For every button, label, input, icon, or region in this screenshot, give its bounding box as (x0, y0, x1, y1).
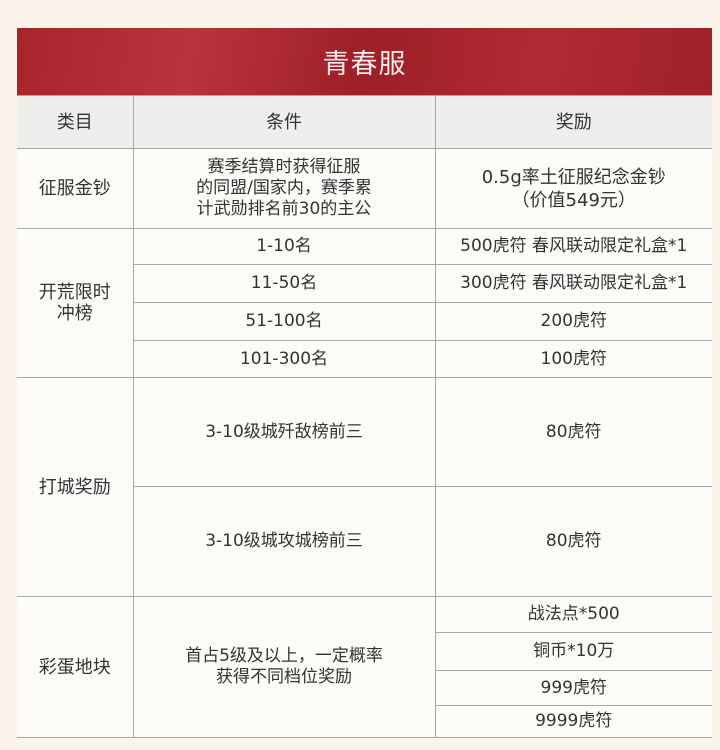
reward-cell: 200虎符 (434, 302, 712, 341)
table-row: 打城奖励 3-10级城歼敌榜前三 80虎符 (17, 377, 712, 597)
category-cell: 打城奖励 (17, 377, 134, 597)
header-condition: 条件 (132, 95, 436, 149)
table-header-row: 类目 条件 奖励 (17, 95, 712, 149)
category-cell: 彩蛋地块 (17, 596, 134, 738)
page-title: 青春服 (322, 49, 407, 80)
table-row: 11-50名 300虎符 春风联动限定礼盒*1 (17, 264, 712, 303)
reward-cell: 铜币*10万 (435, 632, 712, 671)
condition-cell: 1-10名 (132, 228, 436, 265)
reward-cell: 100虎符 (434, 340, 712, 378)
condition-line: 赛季结算时获得征服 (207, 157, 361, 177)
title-banner: 青春服 (17, 28, 712, 95)
reward-cell: 0.5g率土征服纪念金钞 （价值549元） (434, 148, 712, 229)
reward-cell: 999虎符 (435, 670, 712, 706)
reward-cell: 9999虎符 (435, 705, 712, 738)
table-row: 征服金钞 赛季结算时获得征服 的同盟/国家内，赛季累 计武勋排名前30的主公 0… (17, 148, 712, 229)
condition-cell: 赛季结算时获得征服 的同盟/国家内，赛季累 计武勋排名前30的主公 (132, 148, 436, 229)
header-reward: 奖励 (434, 95, 712, 149)
table-row: 999虎符 (17, 670, 712, 706)
condition-cell: 51-100名 (133, 302, 436, 341)
reward-cell: 80虎符 (434, 377, 712, 487)
condition-line: 首占5级及以上，一定概率 (185, 646, 383, 666)
reward-table: 类目 条件 奖励 征服金钞 赛季结算时获得征服 的同盟/国家内，赛季累 计武勋排… (17, 95, 712, 738)
table-row: 彩蛋地块 首占5级及以上，一定概率 获得不同档位奖励 战法点*500 (17, 596, 712, 738)
condition-cell: 3-10级城攻城榜前三 (133, 486, 436, 597)
reward-line: 0.5g率土征服纪念金钞 (481, 166, 666, 188)
reward-cell: 300虎符 春风联动限定礼盒*1 (434, 264, 712, 303)
condition-cell: 首占5级及以上，一定概率 获得不同档位奖励 (132, 596, 436, 738)
reward-line: （价值549元） (511, 189, 636, 211)
condition-line: 获得不同档位奖励 (216, 667, 352, 687)
reward-cell: 80虎符 (434, 486, 712, 597)
table-row: 9999虎符 (17, 705, 712, 738)
condition-line: 计武勋排名前30的主公 (196, 199, 372, 219)
condition-line: 的同盟/国家内，赛季累 (196, 178, 372, 198)
category-cell: 征服金钞 (17, 148, 134, 229)
table-row: 3-10级城攻城榜前三 80虎符 (17, 486, 712, 597)
table-row: 开荒限时 冲榜 1-10名 500虎符 春风联动限定礼盒*1 (17, 228, 712, 378)
category-line: 冲榜 (56, 303, 93, 324)
header-category: 类目 (17, 95, 134, 149)
condition-cell: 11-50名 (133, 264, 436, 303)
category-cell: 开荒限时 冲榜 (17, 228, 134, 378)
reward-cell: 战法点*500 (434, 596, 712, 633)
category-line: 开荒限时 (38, 282, 111, 303)
condition-cell: 101-300名 (133, 340, 436, 378)
reward-cell: 500虎符 春风联动限定礼盒*1 (434, 228, 712, 265)
condition-cell: 3-10级城歼敌榜前三 (132, 377, 436, 487)
